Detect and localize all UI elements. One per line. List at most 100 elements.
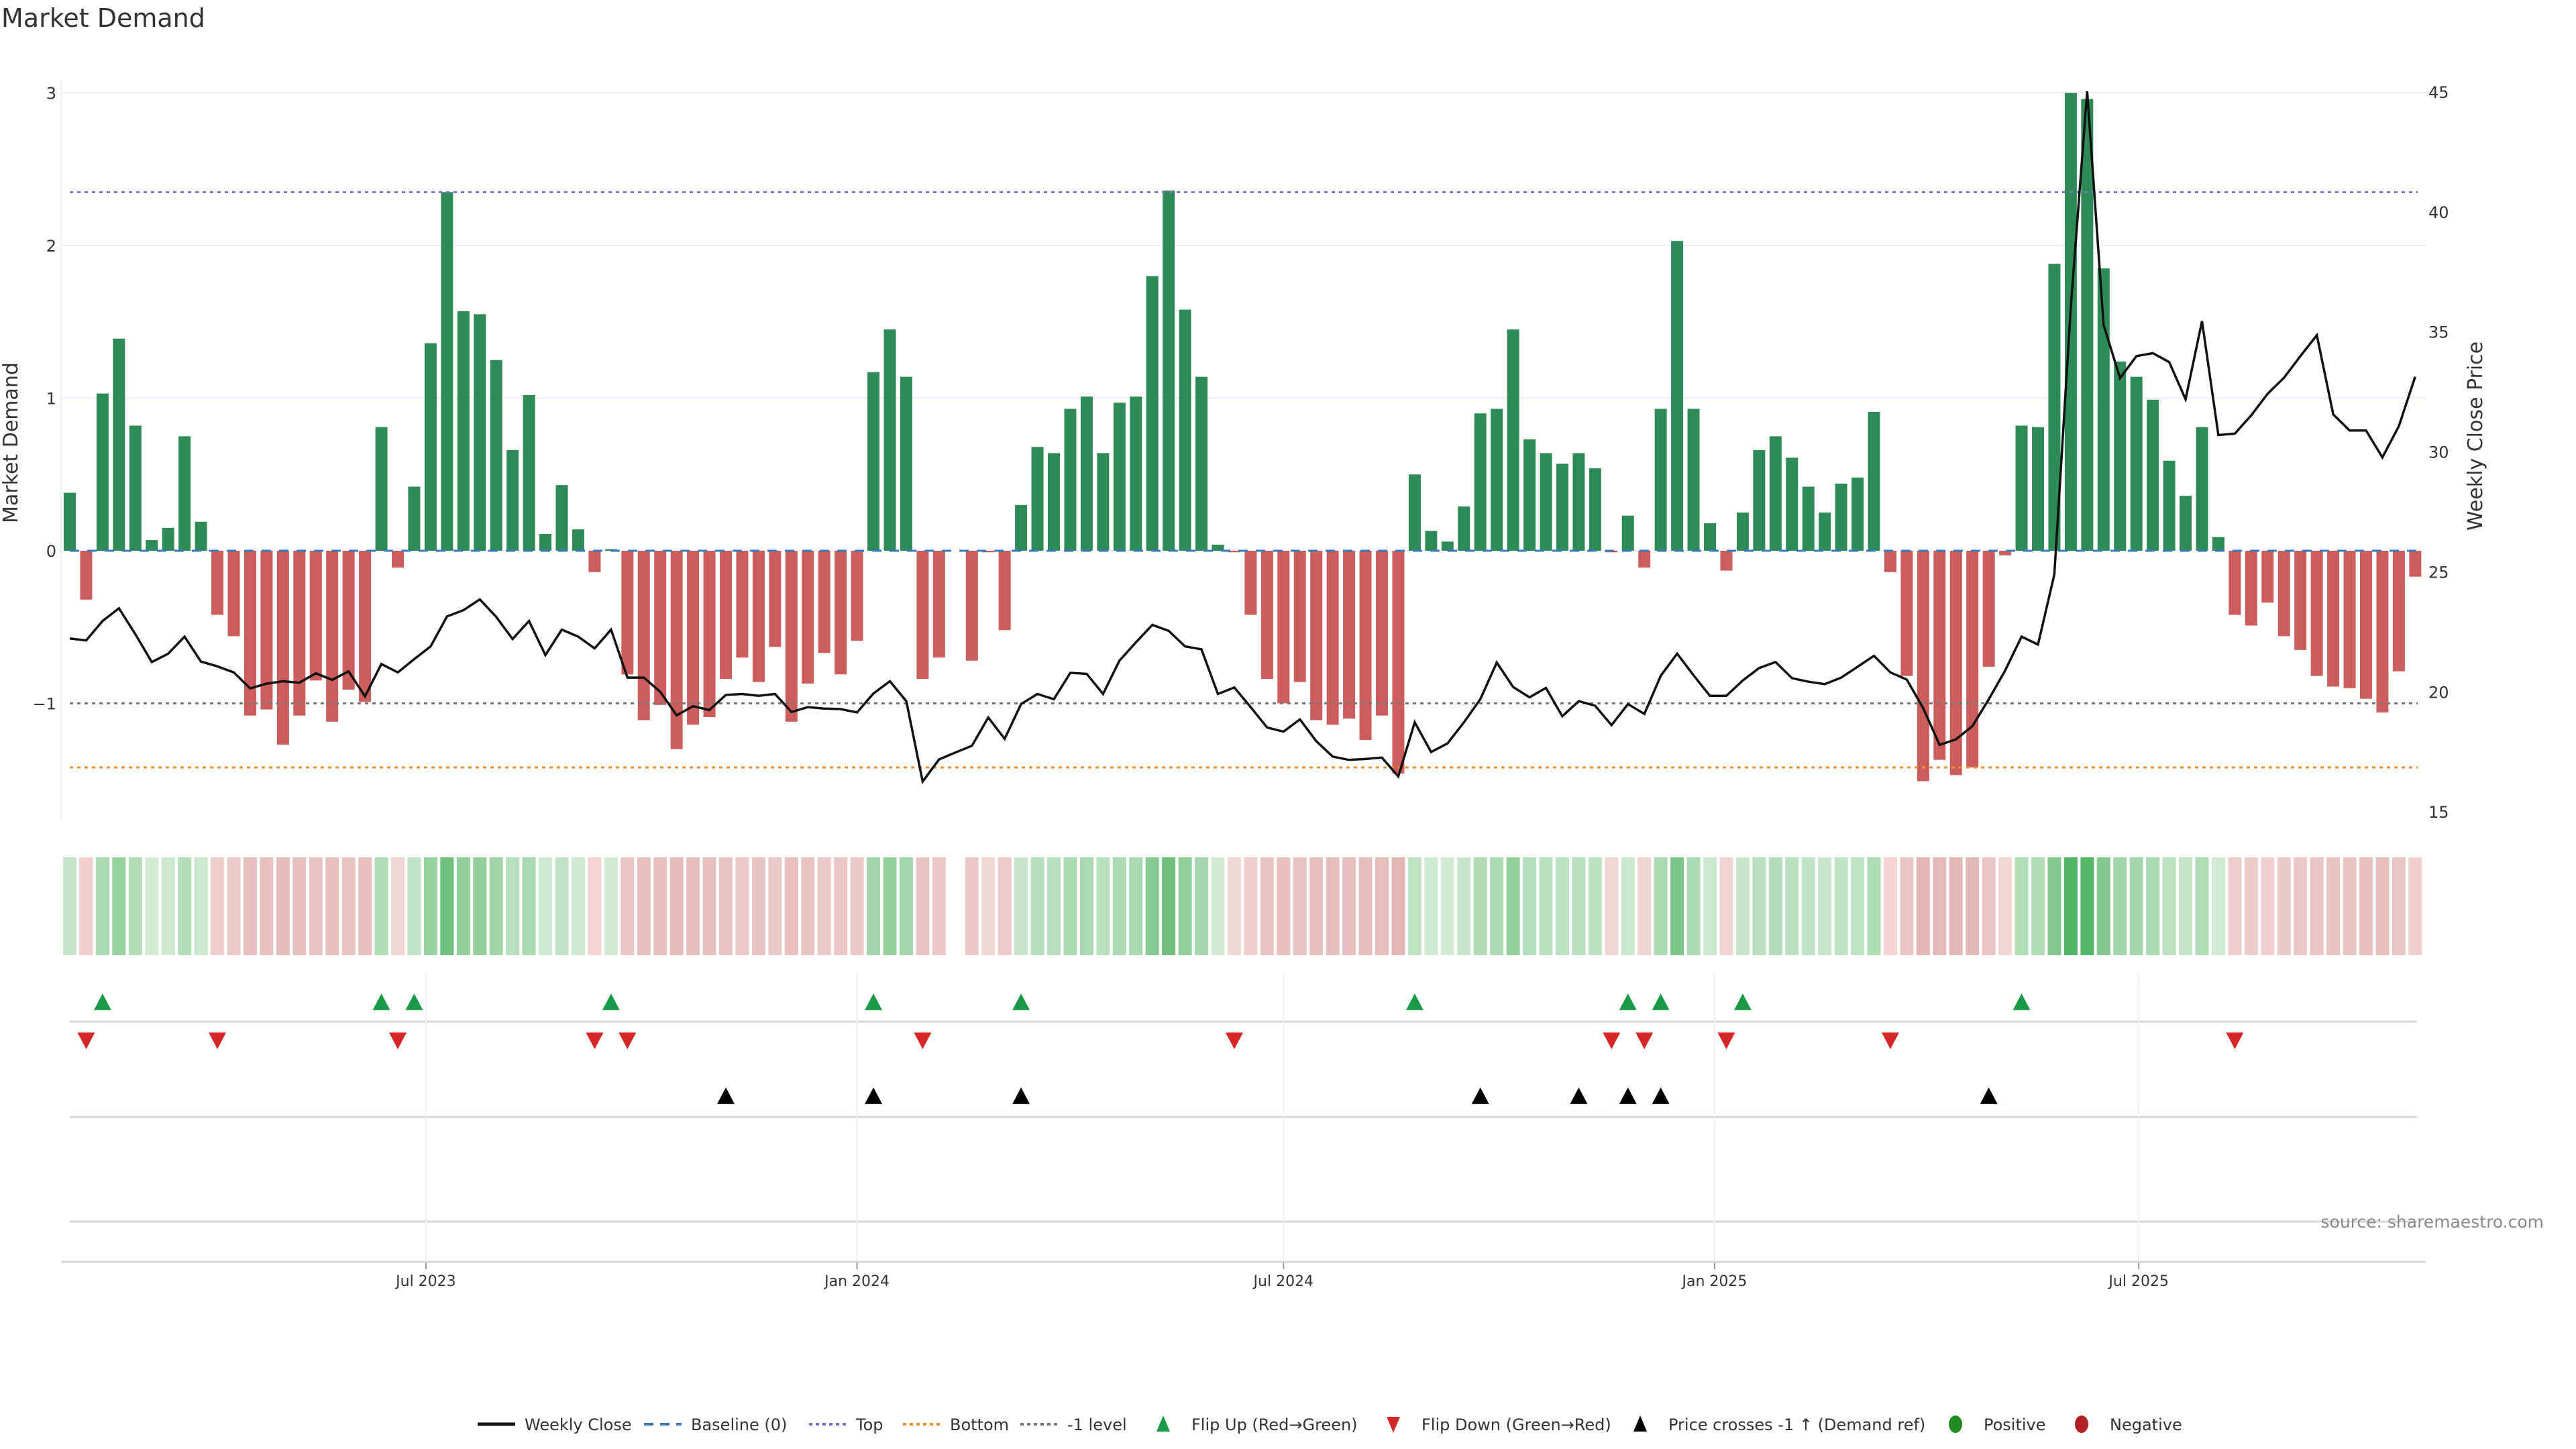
heatmap-cell-negative bbox=[1719, 857, 1733, 955]
heatmap-cell-positive bbox=[1079, 857, 1093, 955]
bar-positive bbox=[2097, 268, 2110, 551]
heatmap-cell-negative bbox=[79, 857, 93, 955]
weekly-close-polyline bbox=[69, 91, 2416, 785]
bar-negative bbox=[769, 551, 782, 647]
flip-up-marker bbox=[1652, 994, 1670, 1010]
legend-label: Weekly Close bbox=[525, 1415, 632, 1434]
heatmap-cell-negative bbox=[1933, 857, 1947, 955]
x-tick-label: Jul 2025 bbox=[2107, 1273, 2169, 1290]
y2-tick-label: 35 bbox=[2428, 323, 2449, 342]
bar-negative bbox=[2261, 551, 2274, 603]
x-tick-label: Jan 2025 bbox=[1681, 1273, 1748, 1290]
x-axis: Jul 2023 Jan 2024 Jul 2024 Jan 2025 Jul 2025 bbox=[62, 973, 2426, 1290]
bar-positive bbox=[1868, 411, 1880, 551]
y2-tick-label: 40 bbox=[2428, 203, 2449, 222]
heatmap-cell-positive bbox=[2129, 857, 2143, 955]
bar-positive bbox=[2032, 427, 2044, 551]
legend-triangle-up-icon bbox=[1157, 1415, 1170, 1432]
legend-label: Negative bbox=[2110, 1415, 2182, 1434]
heatmap-cell-negative bbox=[2343, 857, 2357, 955]
heatmap-cell-positive bbox=[2015, 857, 2029, 955]
flip-up-marker bbox=[2012, 994, 2031, 1010]
heatmap-cell-positive bbox=[2063, 857, 2078, 955]
heatmap-cell-positive bbox=[2047, 857, 2061, 955]
y2-tick-label: 30 bbox=[2428, 443, 2449, 462]
heatmap-cell-positive bbox=[1785, 857, 1799, 955]
heatmap-cell-negative bbox=[653, 857, 667, 955]
bar-positive bbox=[113, 338, 125, 551]
bar-positive bbox=[1769, 436, 1782, 551]
legend-item: Price crosses -1 ↑ (Demand ref) bbox=[1633, 1415, 1925, 1434]
heatmap-cell-positive bbox=[1834, 857, 1848, 955]
y-tick-label: 2 bbox=[46, 237, 56, 256]
bar-positive bbox=[1851, 477, 1864, 551]
heatmap-cell-positive bbox=[883, 857, 897, 955]
bar-positive bbox=[2048, 264, 2061, 551]
bar-negative bbox=[703, 551, 716, 717]
heatmap-cell-positive bbox=[1145, 857, 1159, 955]
weekly-close-line bbox=[69, 91, 2416, 785]
y2-axis-ticks: 15 20 25 30 35 40 45 bbox=[2428, 83, 2449, 822]
bar-positive bbox=[1113, 402, 1126, 551]
flip-down-marker bbox=[209, 1032, 227, 1049]
bar-negative bbox=[1244, 551, 1257, 615]
heatmap-cell-negative bbox=[325, 857, 339, 955]
heatmap-cell-positive bbox=[571, 857, 585, 955]
heatmap-cell-negative bbox=[260, 857, 274, 955]
bar-negative bbox=[1277, 551, 1290, 704]
bar-positive bbox=[1507, 329, 1519, 551]
legend-item: Baseline (0) bbox=[644, 1415, 787, 1434]
bar-positive bbox=[1064, 409, 1077, 551]
heatmap-cell-positive bbox=[1572, 857, 1586, 955]
bar-negative bbox=[2277, 551, 2290, 637]
flip-down-marker bbox=[2226, 1032, 2244, 1049]
flip-up-marker bbox=[602, 994, 620, 1010]
heatmap-cell-positive bbox=[2096, 857, 2110, 955]
bar-negative bbox=[1720, 551, 1733, 571]
bar-positive bbox=[490, 360, 502, 551]
x-tick-label: Jan 2024 bbox=[823, 1273, 890, 1290]
bar-negative bbox=[982, 551, 995, 553]
bar-positive bbox=[1212, 544, 1224, 551]
heatmap-cell-positive bbox=[1523, 857, 1537, 955]
bar-negative bbox=[1376, 551, 1388, 716]
heatmap-cell-negative bbox=[227, 857, 241, 955]
bar-positive bbox=[2147, 399, 2159, 551]
bar-negative bbox=[1293, 551, 1306, 682]
bar-negative bbox=[1999, 551, 2012, 555]
heatmap-cell-positive bbox=[1867, 857, 1881, 955]
heatmap-cell-negative bbox=[2228, 857, 2242, 955]
legend-item: Flip Up (Red→Green) bbox=[1157, 1415, 1358, 1434]
bar-positive bbox=[1753, 449, 1766, 551]
bar-negative bbox=[637, 551, 650, 720]
heatmap-cell-positive bbox=[1539, 857, 1553, 955]
bar-negative bbox=[1228, 551, 1240, 553]
legend-label: Bottom bbox=[950, 1415, 1009, 1434]
bar-positive bbox=[1687, 409, 1700, 551]
heatmap-cell-negative bbox=[1227, 857, 1241, 955]
heatmap-cell-positive bbox=[1424, 857, 1438, 955]
heatmap-cell-negative bbox=[1260, 857, 1274, 955]
heatmap-cell-negative bbox=[2392, 857, 2406, 955]
flip-down-marker bbox=[389, 1032, 407, 1049]
heatmap-cell-positive bbox=[2162, 857, 2176, 955]
bar-negative bbox=[1917, 551, 1929, 782]
bar-positive bbox=[883, 329, 896, 551]
heatmap-cell-positive bbox=[1555, 857, 1569, 955]
y-tick-label: 0 bbox=[46, 542, 56, 561]
bar-positive bbox=[1654, 409, 1667, 551]
reference-lines bbox=[70, 191, 2418, 769]
heatmap-cell-negative bbox=[1309, 857, 1324, 955]
bar-negative bbox=[1966, 551, 1979, 768]
heatmap-cell-negative bbox=[1883, 857, 1897, 955]
heatmap-cell-positive bbox=[161, 857, 175, 955]
bar-negative bbox=[1900, 551, 1913, 676]
bar-negative bbox=[1343, 551, 1356, 719]
bar-positive bbox=[1474, 413, 1487, 551]
bar-positive bbox=[1408, 474, 1421, 551]
heatmap-cell-negative bbox=[1342, 857, 1356, 955]
y-axis-ticks: −1 0 1 2 3 bbox=[33, 85, 56, 714]
bar-negative bbox=[851, 551, 863, 641]
bar-negative bbox=[326, 551, 339, 722]
